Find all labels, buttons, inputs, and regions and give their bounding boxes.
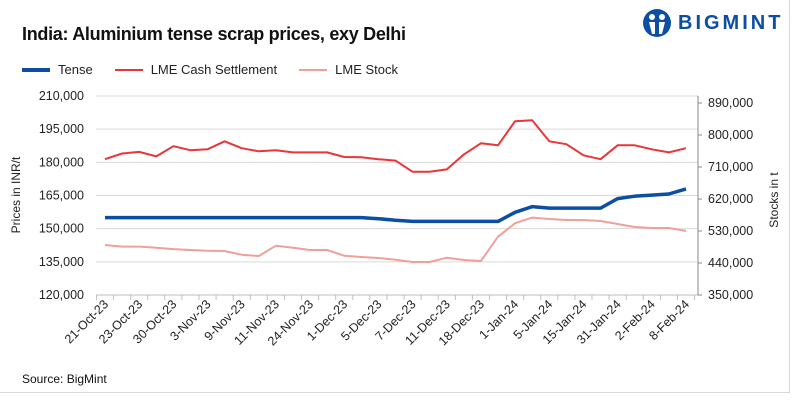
y-tick-label: 195,000 — [39, 122, 84, 136]
y-tick-label: 135,000 — [39, 255, 84, 269]
y-tick-label: 165,000 — [39, 189, 84, 203]
legend-item-lme-stock: LME Stock — [299, 62, 398, 77]
bigmint-logo-icon — [643, 9, 671, 37]
legend: Tense LME Cash Settlement LME Stock — [22, 62, 398, 77]
legend-item-tense: Tense — [22, 62, 93, 77]
y-tick-label: 120,000 — [39, 288, 84, 302]
y-axis-label: Prices in INR/t — [9, 156, 23, 233]
y-tick-label: 210,000 — [39, 89, 84, 103]
y2-tick-label: 800,000 — [708, 128, 753, 142]
bigmint-logo: BIGMINT — [642, 8, 783, 38]
chart-frame — [0, 0, 790, 393]
y2-tick-label: 350,000 — [708, 288, 753, 302]
y2-tick-label: 440,000 — [708, 256, 753, 270]
y-tick-label: 180,000 — [39, 155, 84, 169]
y2-tick-label: 530,000 — [708, 224, 753, 238]
y-tick-label: 150,000 — [39, 222, 84, 236]
y2-tick-label: 890,000 — [708, 96, 753, 110]
logo-text: BIGMINT — [678, 11, 784, 34]
y2-tick-label: 710,000 — [708, 160, 753, 174]
series-line-lme-stock — [104, 216, 687, 263]
chart-title: India: Aluminium tense scrap prices, exy… — [22, 24, 406, 44]
y2-axis-label: Stocks in t — [767, 172, 781, 228]
series-line-tense — [105, 187, 687, 224]
legend-item-lme-cash: LME Cash Settlement — [114, 62, 277, 77]
series-line-lme-cash-settlement — [104, 119, 687, 173]
y2-tick-label: 620,000 — [708, 192, 753, 206]
source-note: Source: BigMint — [22, 372, 107, 386]
